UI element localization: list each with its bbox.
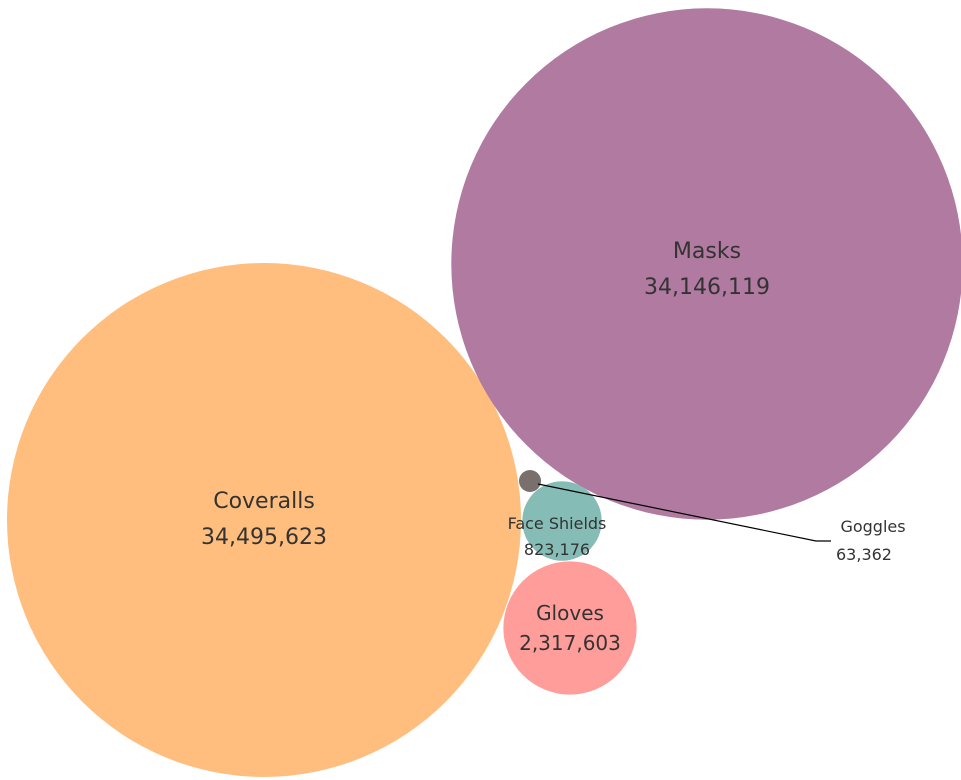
bubble-coveralls[interactable] [7, 263, 521, 777]
bubble-goggles[interactable] [518, 469, 542, 493]
bubble-value-face-shields: 823,176 [524, 540, 590, 559]
bubble-labels: Masks 34,146,119 Coveralls 34,495,623 Face S… [201, 239, 906, 655]
bubble-face-shields[interactable] [522, 481, 602, 561]
bubble-name-coveralls: Coveralls [213, 489, 315, 514]
bubble-name-face-shields: Face Shields [508, 514, 607, 533]
bubbles [7, 8, 961, 777]
bubble-name-goggles: Goggles [840, 517, 905, 536]
bubble-value-goggles: 63,362 [836, 545, 892, 564]
bubble-gloves[interactable] [503, 561, 637, 695]
bubble-value-gloves: 2,317,603 [519, 631, 621, 655]
bubble-value-masks: 34,146,119 [644, 275, 770, 300]
goggles-leader-line [537, 483, 831, 542]
bubble-value-coveralls: 34,495,623 [201, 525, 327, 550]
bubble-name-masks: Masks [673, 239, 741, 264]
bubble-name-gloves: Gloves [536, 601, 604, 625]
bubble-masks[interactable] [451, 8, 961, 520]
